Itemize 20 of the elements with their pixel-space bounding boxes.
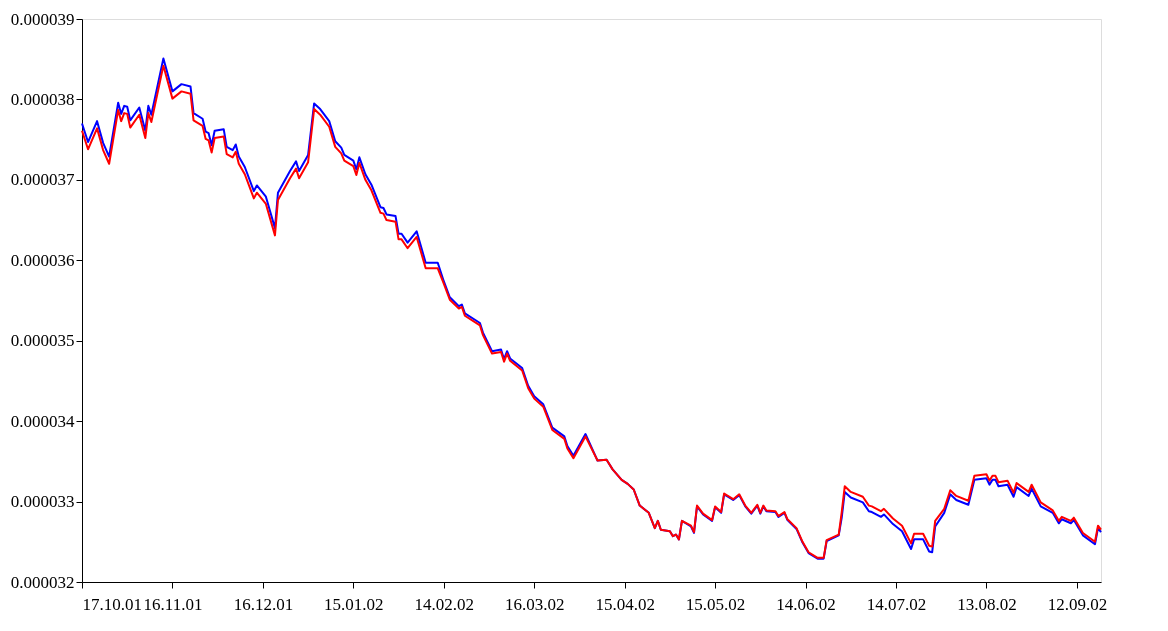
y-tick-label: 0.000038 — [10, 89, 75, 109]
x-tick-label: 17.10.01 — [82, 594, 142, 614]
y-tick-label: 0.000034 — [10, 411, 75, 431]
y-tick-label: 0.000036 — [10, 250, 75, 270]
x-tick-label: 15.04.02 — [595, 594, 655, 614]
x-tick-label: 15.05.02 — [685, 594, 746, 614]
x-tick-label: 16.11.01 — [143, 594, 203, 614]
y-tick-label: 0.000033 — [10, 492, 75, 512]
y-tick-label: 0.000037 — [10, 170, 75, 190]
x-tick-label: 16.03.02 — [504, 594, 565, 614]
x-tick-label: 13.08.02 — [957, 594, 1017, 614]
x-tick-label: 12.09.02 — [1047, 594, 1108, 614]
y-tick-label: 0.000039 — [10, 9, 75, 29]
x-tick-label: 14.07.02 — [866, 594, 927, 614]
x-tick-label: 15.01.02 — [324, 594, 384, 614]
x-tick-label: 16.12.01 — [233, 594, 294, 614]
x-tick-label: 14.02.02 — [414, 594, 475, 614]
y-tick-label: 0.000035 — [10, 331, 75, 351]
y-tick-label: 0.000032 — [10, 572, 75, 592]
x-tick-label: 14.06.02 — [776, 594, 836, 614]
